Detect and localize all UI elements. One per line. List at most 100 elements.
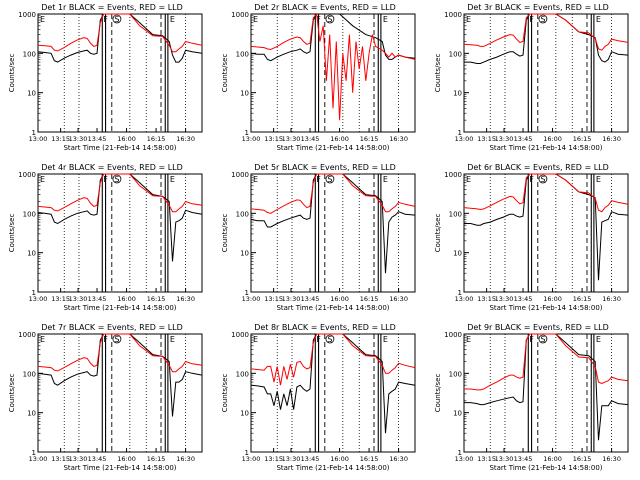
marker-letter: F (103, 15, 108, 24)
x-tick-label: 16:30 (176, 135, 195, 143)
marker-letter: E (466, 335, 471, 344)
y-tick-label: 100 (236, 370, 249, 378)
x-tick-label: 13:45 (88, 295, 107, 303)
y-tick-label: 1000 (18, 11, 36, 19)
x-tick-label: 13:00 (242, 455, 261, 463)
x-tick-label: 16:30 (602, 135, 621, 143)
x-tick-label: 13:45 (301, 455, 320, 463)
detector-panel: Det 5r BLACK = Events, RED = LLD 1000 100 1… (213, 160, 426, 320)
marker-letter: S (540, 175, 545, 184)
y-tick-label: 100 (23, 50, 36, 58)
panel-chart-svg: Det 9r BLACK = Events, RED = LLD 1000 100 1… (434, 323, 629, 472)
y-tick-label: 1 (458, 449, 462, 457)
detector-panel: Det 2r BLACK = Events, RED = LLD 1000 100 1… (213, 0, 426, 160)
x-tick-label: 16:15 (360, 295, 379, 303)
x-axis-label: Start Time (21-Feb-14 14:58:00) (276, 144, 389, 152)
y-axis-label: Counts/sec (8, 214, 16, 253)
marker-letter: E (40, 335, 45, 344)
y-tick-label: 1 (32, 449, 36, 457)
panel-chart-svg: Det 1r BLACK = Events, RED = LLD 1000 100 1… (8, 3, 203, 152)
marker-circle (538, 334, 548, 344)
x-tick-label: 16:15 (360, 455, 379, 463)
x-tick-label: 13:45 (514, 455, 533, 463)
plot-frame (463, 333, 629, 453)
x-tick-label: 13:15 (477, 295, 496, 303)
y-tick-label: 1 (245, 449, 249, 457)
y-axis-label: Counts/sec (434, 54, 442, 93)
y-tick-label: 10 (27, 410, 36, 418)
x-tick-label: 13:00 (29, 135, 48, 143)
y-tick-label: 10 (453, 410, 462, 418)
x-tick-label: 13:00 (455, 135, 474, 143)
marker-circle (538, 14, 548, 24)
x-tick-label: 13:15 (264, 295, 283, 303)
marker-letter: E (596, 335, 601, 344)
y-axis-label: Counts/sec (434, 214, 442, 253)
chart-title: Det 8r BLACK = Events, RED = LLD (254, 323, 396, 332)
events-series-line (37, 333, 203, 417)
marker-circle (538, 174, 548, 184)
y-tick-label: 1000 (444, 11, 462, 19)
marker-circle (112, 174, 122, 184)
y-tick-label: 10 (27, 90, 36, 98)
x-tick-label: 13:45 (301, 135, 320, 143)
marker-letter: F (316, 175, 321, 184)
panel-chart-svg: Det 8r BLACK = Events, RED = LLD 1000 100 1… (221, 323, 416, 472)
y-tick-label: 1 (458, 129, 462, 137)
y-tick-label: 100 (236, 210, 249, 218)
marker-letter: F (316, 335, 321, 344)
marker-letter: S (114, 335, 119, 344)
marker-letter: S (540, 15, 545, 24)
events-series-line (250, 173, 416, 274)
panel-chart-svg: Det 4r BLACK = Events, RED = LLD 1000 100 1… (8, 163, 203, 312)
x-tick-label: 13:00 (29, 295, 48, 303)
plot-frame (463, 13, 629, 133)
chart-title: Det 5r BLACK = Events, RED = LLD (254, 163, 396, 172)
marker-letter: F (529, 335, 534, 344)
x-tick-label: 13:15 (51, 135, 70, 143)
panel-chart-svg: Det 7r BLACK = Events, RED = LLD 1000 100 1… (8, 323, 203, 472)
x-tick-label: 13:00 (242, 295, 261, 303)
x-tick-label: 16:00 (117, 295, 136, 303)
marker-letter: E (253, 335, 258, 344)
x-tick-label: 16:30 (602, 455, 621, 463)
x-tick-label: 13:45 (301, 295, 320, 303)
marker-circle (325, 334, 335, 344)
marker-letter: E (596, 175, 601, 184)
y-axis-label: Counts/sec (221, 374, 229, 413)
marker-letter: E (383, 15, 388, 24)
x-tick-label: 16:00 (117, 455, 136, 463)
x-tick-label: 13:30 (495, 455, 514, 463)
panel-chart-svg: Det 5r BLACK = Events, RED = LLD 1000 100 1… (221, 163, 416, 312)
lld-series-line (463, 173, 629, 213)
marker-letter: E (170, 175, 175, 184)
y-axis-label: Counts/sec (8, 374, 16, 413)
lld-series-line (37, 13, 203, 53)
x-tick-label: 13:15 (51, 455, 70, 463)
events-series-line (464, 333, 629, 441)
x-axis-label: Start Time (21-Feb-14 14:58:00) (63, 464, 176, 472)
chart-title: Det 4r BLACK = Events, RED = LLD (41, 163, 183, 172)
x-axis-label: Start Time (21-Feb-14 14:58:00) (489, 304, 602, 312)
marker-letter: F (103, 175, 108, 184)
marker-letter: S (327, 175, 332, 184)
x-tick-label: 13:45 (514, 295, 533, 303)
x-tick-label: 13:30 (69, 135, 88, 143)
x-tick-label: 16:30 (176, 295, 195, 303)
y-axis-label: Counts/sec (221, 214, 229, 253)
panel-chart-svg: Det 3r BLACK = Events, RED = LLD 1000 100 1… (434, 3, 629, 152)
marker-letter: E (596, 15, 601, 24)
x-tick-label: 13:45 (514, 135, 533, 143)
marker-letter: E (170, 335, 175, 344)
marker-letter: E (383, 335, 388, 344)
x-tick-label: 16:00 (117, 135, 136, 143)
panel-chart-svg: Det 2r BLACK = Events, RED = LLD 1000 100 1… (221, 3, 416, 152)
y-axis-label: Counts/sec (434, 374, 442, 413)
y-tick-label: 1 (245, 129, 249, 137)
events-series-line (37, 173, 203, 262)
y-tick-label: 1000 (231, 171, 249, 179)
lld-series-line (464, 333, 629, 391)
x-tick-label: 13:15 (264, 455, 283, 463)
plot-frame (463, 173, 629, 293)
